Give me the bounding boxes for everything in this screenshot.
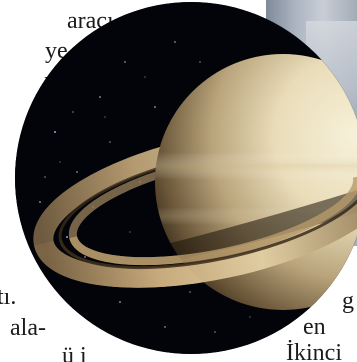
body-text-line-4: tı.: [0, 284, 17, 310]
body-text-line-8: en: [303, 314, 326, 340]
body-text-line-5: ala-: [10, 315, 46, 341]
saturn-photo: [15, 2, 357, 354]
body-text-line-9: İkinci: [286, 340, 342, 362]
body-text-line-6: ü i: [62, 343, 87, 362]
body-text-line-7: g: [342, 288, 354, 314]
saturn-icon: [15, 2, 357, 354]
